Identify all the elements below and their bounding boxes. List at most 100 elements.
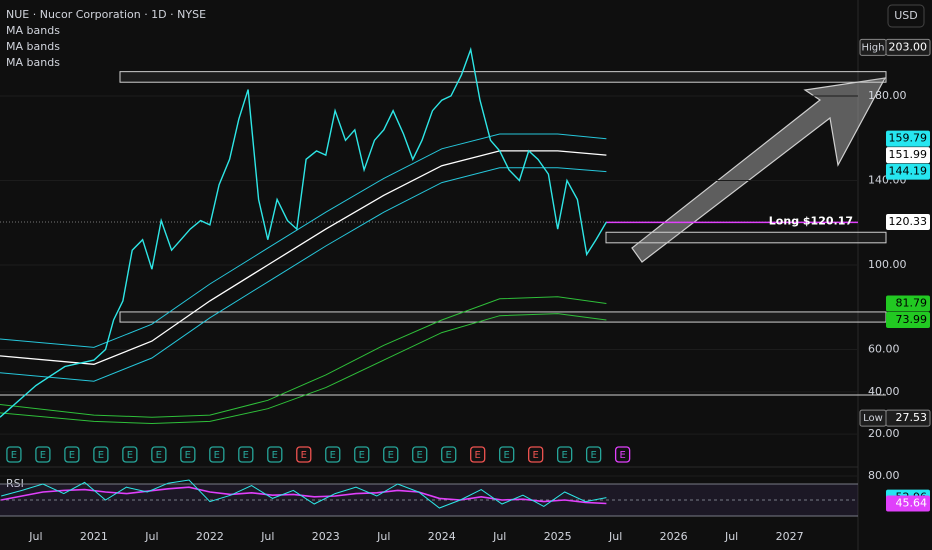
x-tick-label: Jul	[28, 530, 42, 543]
x-tick-label: 2023	[312, 530, 340, 543]
earnings-marker	[585, 446, 602, 463]
earnings-label: E	[561, 450, 567, 461]
price-tag-box	[859, 38, 887, 56]
earnings-label: E	[156, 450, 162, 461]
earnings-label: E	[417, 450, 423, 461]
earnings-marker	[238, 446, 254, 463]
earnings-marker	[64, 446, 80, 463]
earnings-marker	[151, 446, 167, 463]
price-label: 151.99	[889, 148, 928, 161]
earnings-label: E	[301, 450, 307, 461]
x-tick-label: Jul	[260, 530, 274, 543]
earnings-marker	[441, 446, 457, 463]
earnings-label: E	[127, 450, 133, 461]
price-label-box	[886, 214, 930, 231]
earnings-label: E	[475, 450, 481, 461]
series-line	[0, 133, 607, 348]
series-line	[1, 486, 607, 505]
price-label: 159.79	[889, 132, 928, 145]
x-tick-label: Jul	[724, 530, 738, 543]
chart-title: NUE · Nucor Corporation · 1D · NYSE	[6, 8, 206, 21]
zone	[119, 71, 887, 83]
currency-button[interactable]	[887, 4, 925, 28]
price-label: 81.79	[896, 296, 928, 309]
earnings-label: E	[11, 450, 17, 461]
earnings-label: E	[533, 450, 539, 461]
price-label-box	[886, 311, 930, 328]
earnings-marker	[470, 446, 486, 463]
series-line	[0, 296, 607, 418]
earnings-marker	[499, 446, 515, 463]
earnings-label: E	[272, 450, 278, 461]
earnings-marker	[325, 446, 341, 463]
earnings-marker	[267, 446, 283, 463]
series-line	[0, 150, 607, 365]
earnings-label: E	[330, 450, 336, 461]
earnings-marker	[528, 446, 544, 463]
earnings-marker	[35, 446, 51, 463]
x-tick-label: Jul	[144, 530, 158, 543]
x-tick-label: 2021	[80, 530, 108, 543]
earnings-label: E	[504, 450, 510, 461]
earnings-label: E	[243, 450, 249, 461]
price-label-box	[886, 295, 930, 312]
y-tick-label: 180.00	[868, 89, 907, 102]
price-tag: High	[862, 42, 885, 53]
y-tick-label: 100.00	[868, 258, 907, 271]
indicator-label: MA bands	[6, 56, 60, 69]
x-tick-label: 2022	[196, 530, 224, 543]
indicator-label: MA bands	[6, 24, 60, 37]
zone	[119, 311, 887, 323]
price-label: 45.64	[896, 496, 928, 509]
currency-label[interactable]: USD	[894, 9, 918, 22]
price-label-box	[886, 147, 930, 164]
earnings-marker	[122, 446, 138, 463]
series-line	[0, 167, 607, 382]
price-tag-box	[859, 409, 887, 427]
price-label: 120.33	[889, 215, 928, 228]
earnings-label: E	[446, 450, 452, 461]
earnings-marker	[557, 446, 573, 463]
earnings-label: E	[590, 450, 596, 461]
y-tick-label: 20.00	[868, 427, 900, 440]
price-label: 73.99	[896, 313, 928, 326]
x-tick-label: 2025	[544, 530, 572, 543]
earnings-label: E	[185, 450, 191, 461]
series-line	[0, 46, 608, 418]
earnings-label: E	[359, 450, 365, 461]
target-arrow	[631, 77, 887, 263]
price-label-box	[886, 163, 930, 180]
earnings-label: E	[40, 450, 46, 461]
earnings-label: E	[98, 450, 104, 461]
x-tick-label: 2027	[776, 530, 804, 543]
earnings-marker	[383, 446, 399, 463]
price-label-box	[886, 495, 930, 512]
y-tick-label: 80.00	[868, 469, 900, 482]
x-tick-label: Jul	[376, 530, 390, 543]
earnings-label: E	[69, 450, 75, 461]
price-label: 144.19	[889, 165, 928, 178]
series-line	[1, 479, 607, 509]
series-line	[0, 313, 607, 425]
earnings-marker	[180, 446, 196, 463]
price-label-box	[886, 130, 930, 147]
zone	[605, 231, 887, 244]
x-tick-label: Jul	[492, 530, 506, 543]
earnings-marker	[614, 446, 631, 463]
y-tick-label: 40.00	[868, 385, 900, 398]
earnings-marker	[354, 446, 370, 463]
x-tick-label: Jul	[608, 530, 622, 543]
price-label: 203.00	[889, 40, 928, 53]
x-tick-label: 2026	[660, 530, 688, 543]
y-tick-label: 60.00	[868, 343, 900, 356]
earnings-marker	[412, 446, 428, 463]
price-label: 27.53	[896, 411, 928, 424]
earnings-marker	[93, 446, 109, 463]
indicator-label: MA bands	[6, 40, 60, 53]
earnings-label: E	[619, 450, 625, 461]
earnings-marker	[296, 446, 312, 463]
position-label: Long $120.17	[769, 214, 853, 227]
earnings-marker	[209, 446, 225, 463]
earnings-label: E	[214, 450, 220, 461]
